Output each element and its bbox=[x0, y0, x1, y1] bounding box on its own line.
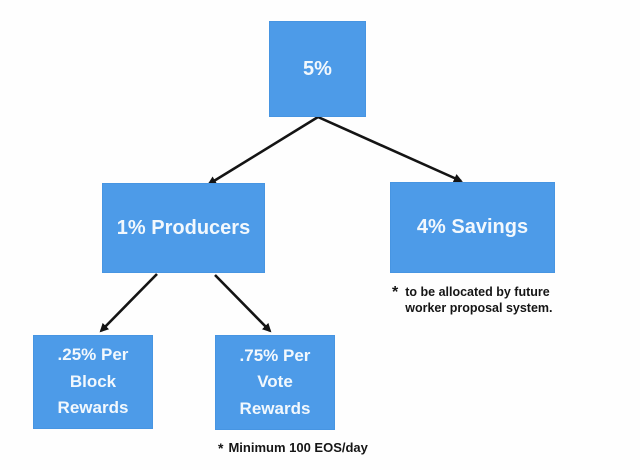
arrow-root-to-producers bbox=[207, 115, 319, 186]
node-label: .75% Per Vote Rewards bbox=[239, 345, 311, 418]
arrow-root-to-savings bbox=[317, 115, 463, 183]
footnote-text: Minimum 100 EOS/day bbox=[228, 440, 368, 455]
savings-footnote: * to be allocated by future worker propo… bbox=[392, 284, 582, 316]
arrow-producers-to-vote bbox=[214, 274, 272, 333]
node-block-rewards: .25% Per Block Rewards bbox=[33, 335, 153, 429]
node-label: 5% bbox=[303, 57, 332, 80]
asterisk-marker: * bbox=[392, 284, 399, 301]
node-producers-1-percent: 1% Producers bbox=[102, 183, 265, 273]
node-vote-rewards: .75% Per Vote Rewards bbox=[215, 335, 335, 430]
vote-footnote: * Minimum 100 EOS/day bbox=[218, 440, 388, 456]
node-label: .25% Per Block Rewards bbox=[57, 345, 129, 418]
asterisk-marker: * bbox=[218, 440, 224, 456]
footnote-text: to be allocated by future worker proposa… bbox=[405, 285, 553, 315]
node-label: 4% Savings bbox=[416, 216, 529, 238]
node-savings-4-percent: 4% Savings bbox=[390, 182, 555, 273]
node-label: 1% Producers bbox=[116, 216, 251, 239]
node-total-5-percent: 5% bbox=[269, 21, 366, 117]
arrow-producers-to-block bbox=[99, 273, 158, 333]
